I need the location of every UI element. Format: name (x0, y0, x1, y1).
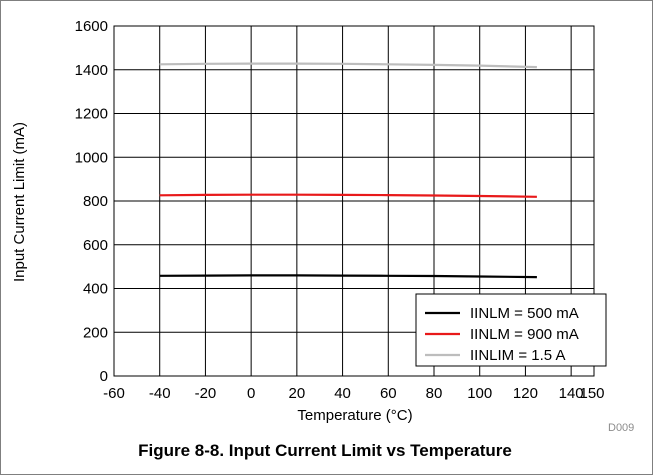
y-tick-label: 600 (83, 237, 108, 254)
legend: IINLM = 500 mA IINLM = 900 mA IINLIM = 1… (415, 293, 607, 367)
x-tick-label: -60 (103, 385, 125, 402)
legend-label-500ma: IINLM = 500 mA (470, 305, 579, 322)
legend-label-900ma: IINLM = 900 mA (470, 326, 579, 343)
x-tick-label: 40 (334, 385, 351, 402)
y-tick-label: 1600 (75, 18, 108, 35)
plot-area-border (113, 25, 595, 377)
x-tick-label: 150 (579, 385, 604, 402)
y-tick-label: 800 (83, 193, 108, 210)
series-line-1 (159, 193, 537, 198)
y-axis-label: Input Current Limit (mA) (11, 122, 28, 282)
x-axis-label: Temperature (°C) (297, 407, 412, 424)
x-tick-label: -40 (149, 385, 171, 402)
x-tick-label: -20 (195, 385, 217, 402)
x-tick-label: 120 (513, 385, 538, 402)
y-tick-label: 1400 (75, 62, 108, 79)
figure-code: D009 (608, 422, 634, 434)
x-tick-label: 100 (467, 385, 492, 402)
y-tick-label: 1000 (75, 149, 108, 166)
y-tick-label: 400 (83, 281, 108, 298)
series-line-0 (159, 274, 537, 279)
x-tick-label: 20 (289, 385, 306, 402)
x-tick-label: 60 (380, 385, 397, 402)
x-tick-label: 0 (247, 385, 255, 402)
x-tick-label: 140 (559, 385, 584, 402)
y-tick-label: 200 (83, 324, 108, 341)
figure-caption: Figure 8-8. Input Current Limit vs Tempe… (138, 441, 512, 460)
series-line-2 (159, 62, 537, 69)
series-layer (159, 62, 537, 279)
y-tick-label: 1200 (75, 106, 108, 123)
y-tick-labels: 0 200 400 600 800 1000 1200 1400 1600 (75, 18, 108, 385)
x-tick-label: 80 (426, 385, 443, 402)
legend-label-1-5a: IINLIM = 1.5 A (470, 347, 565, 364)
y-tick-label: 0 (100, 368, 108, 385)
